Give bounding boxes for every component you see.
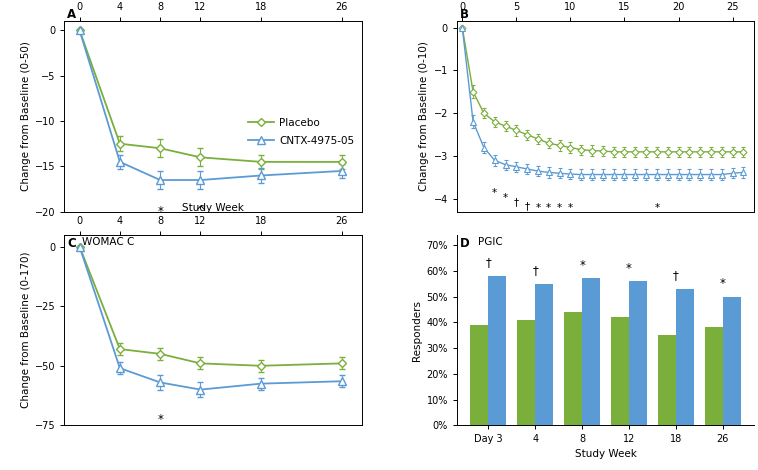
- Text: *: *: [626, 262, 632, 274]
- Text: C: C: [67, 236, 76, 250]
- Bar: [517, 320, 535, 425]
- Bar: [611, 317, 629, 425]
- Text: †: †: [673, 269, 679, 282]
- Text: B: B: [460, 8, 469, 21]
- Text: *: *: [547, 203, 551, 213]
- Text: †: †: [514, 197, 519, 207]
- Bar: [629, 281, 647, 425]
- Text: *: *: [557, 203, 562, 213]
- Bar: [705, 328, 723, 425]
- Bar: [658, 335, 676, 425]
- X-axis label: Study Week: Study Week: [182, 204, 244, 213]
- Text: *: *: [535, 203, 540, 213]
- Bar: [471, 325, 488, 425]
- Bar: [723, 297, 741, 425]
- Text: *: *: [654, 203, 659, 213]
- Bar: [488, 276, 506, 425]
- Text: ^: ^: [196, 204, 205, 218]
- Y-axis label: Change from Baseline (0-10): Change from Baseline (0-10): [419, 41, 429, 191]
- Text: †: †: [532, 264, 538, 277]
- Text: *: *: [568, 203, 573, 213]
- Text: *: *: [157, 204, 163, 218]
- Bar: [535, 283, 553, 425]
- Text: PGIC: PGIC: [478, 236, 503, 247]
- Y-axis label: Responders: Responders: [412, 299, 422, 360]
- Text: †: †: [485, 257, 491, 269]
- X-axis label: Study Week: Study Week: [575, 448, 637, 459]
- Text: *: *: [492, 188, 497, 198]
- Text: A: A: [67, 8, 77, 21]
- Text: *: *: [503, 193, 508, 203]
- Text: *: *: [157, 414, 163, 426]
- Text: WOMAC C: WOMAC C: [83, 236, 135, 247]
- Legend: Placebo, CNTX-4975-05: Placebo, CNTX-4975-05: [246, 116, 356, 148]
- Bar: [676, 289, 694, 425]
- Text: *: *: [579, 259, 585, 272]
- Bar: [564, 312, 582, 425]
- Text: D: D: [460, 236, 470, 250]
- Bar: [582, 279, 600, 425]
- Y-axis label: Change from Baseline (0-170): Change from Baseline (0-170): [20, 252, 30, 408]
- Text: †: †: [525, 201, 530, 211]
- Y-axis label: Change from Baseline (0-50): Change from Baseline (0-50): [20, 41, 31, 191]
- Text: *: *: [720, 277, 726, 290]
